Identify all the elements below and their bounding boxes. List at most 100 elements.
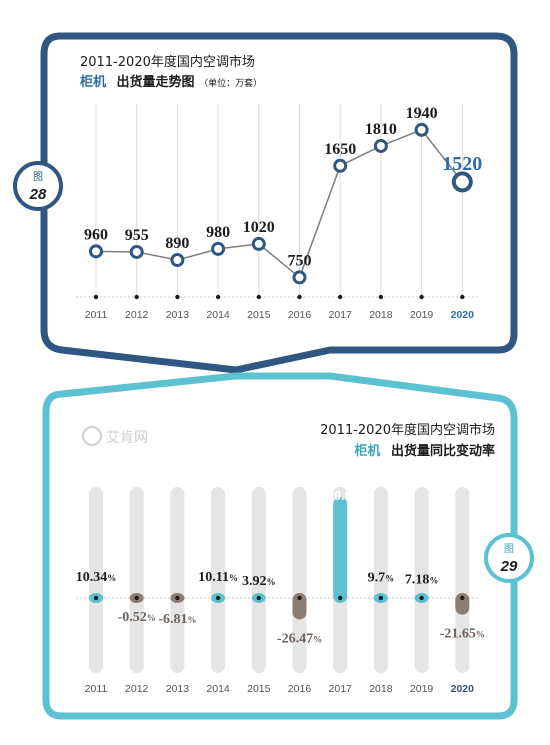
- line-chart-x-tick-label: 2012: [125, 309, 149, 321]
- yoy-x-tick-label: 2013: [166, 683, 190, 695]
- yoy-value-label: 7.18%: [405, 573, 439, 588]
- shipment-point-marker: [89, 244, 103, 259]
- shipment-point-marker: [292, 270, 307, 285]
- yoy-bar-track: [414, 487, 429, 673]
- shipment-point-marker: [129, 244, 144, 259]
- shipment-value-label: 1520: [442, 153, 482, 175]
- bottom-title-line1: 2011-2020年度国内空调市场: [320, 422, 495, 438]
- line-chart-x-tick-label: 2019: [410, 309, 434, 321]
- yoy-bar-track: [292, 487, 307, 673]
- badge-28-label: 图: [33, 171, 43, 183]
- line-chart-tick-dot: [256, 294, 261, 300]
- shipment-value-label: 955: [125, 227, 149, 244]
- yoy-bar-track: [170, 487, 185, 673]
- shipment-point-marker: [333, 158, 348, 173]
- yoy-value-number: -21.65: [440, 627, 476, 642]
- yoy-value-unit: %: [147, 613, 156, 623]
- watermark-text: 艾肯网: [106, 430, 148, 446]
- line-chart-tick-dot: [297, 294, 302, 300]
- yoy-value-label: -26.47%: [277, 631, 322, 646]
- yoy-x-tick-label: 2020: [451, 683, 475, 695]
- yoy-bar-track: [89, 487, 103, 673]
- line-chart-tick-dot: [134, 294, 139, 300]
- yoy-zero-dot: [215, 595, 221, 601]
- yoy-zero-dot: [93, 595, 99, 601]
- shipment-point-marker: [170, 253, 185, 268]
- shipment-value-label: 890: [165, 235, 189, 252]
- watermark: 艾肯网: [82, 426, 148, 446]
- badge-29-label: 图: [504, 543, 514, 555]
- figure-28-badge: 图 28: [13, 161, 63, 211]
- yoy-value-number: -26.47: [277, 631, 313, 646]
- line-chart-tick-dot: [175, 294, 180, 300]
- shipment-value-label: 1810: [365, 121, 397, 138]
- shipment-value-label: 960: [84, 226, 108, 243]
- line-chart-tick-dot: [338, 294, 343, 300]
- line-chart-x-tick-label: 2013: [166, 309, 190, 321]
- watermark-logo-icon: [82, 426, 102, 446]
- shipment-point-marker: [373, 138, 388, 153]
- shipment-value-label: 980: [206, 224, 230, 241]
- yoy-zero-dot: [378, 595, 384, 601]
- line-chart-x-tick-label: 2017: [329, 309, 353, 321]
- yoy-x-tick-label: 2018: [369, 683, 393, 695]
- yoy-value-number: 9.7: [368, 570, 386, 585]
- badge-28-number: 28: [29, 186, 47, 203]
- yoy-value-unit: %: [187, 615, 196, 625]
- bottom-title-line2: 柜机 出货量同比变动率: [353, 443, 495, 459]
- bottom-title-product: 柜机: [353, 443, 380, 459]
- figure-29-badge: 图 29: [484, 533, 534, 583]
- yoy-value-number: 7.18: [405, 573, 430, 588]
- shipment-point-marker: [451, 171, 473, 193]
- yoy-value-label: 120.0%: [320, 489, 361, 504]
- line-chart-x-tick-label: 2015: [247, 309, 271, 321]
- yoy-x-tick-label: 2014: [206, 683, 230, 695]
- yoy-value-number: 120.0: [320, 489, 352, 504]
- shipment-value-label: 750: [288, 252, 312, 269]
- yoy-value-unit: %: [351, 492, 360, 502]
- line-chart-tick-dot: [419, 294, 424, 300]
- yoy-zero-dot: [460, 595, 465, 601]
- yoy-value-unit: %: [107, 573, 116, 583]
- yoy-value-unit: %: [267, 577, 276, 587]
- yoy-value-label: 9.7%: [368, 570, 395, 585]
- yoy-x-tick-label: 2016: [288, 683, 312, 695]
- top-title-unit: （单位：万套）: [199, 77, 262, 89]
- line-chart-x-tick-label: 2018: [369, 309, 393, 321]
- yoy-value-label: -0.52%: [118, 610, 156, 625]
- shipment-series-line: [95, 128, 463, 279]
- badge-29-number: 29: [500, 558, 518, 575]
- yoy-value-number: 3.92: [242, 574, 267, 589]
- yoy-x-tick-label: 2011: [85, 683, 108, 695]
- yoy-bar-track: [455, 487, 470, 673]
- line-chart-tick-dot: [378, 294, 384, 300]
- line-chart-x-tick-label: 2016: [288, 309, 312, 321]
- yoy-value-number: -0.52: [118, 610, 147, 625]
- yoy-value-number: -6.81: [158, 612, 187, 627]
- shipment-value-label: 1650: [324, 141, 356, 158]
- line-chart-x-tick-label: 2020: [451, 309, 475, 321]
- yoy-value-label: 10.34%: [76, 570, 117, 585]
- top-title-line1: 2011-2020年度国内空调市场: [80, 54, 255, 70]
- top-title-main: 出货量走势图: [117, 74, 195, 90]
- yoy-value-number: 10.34: [76, 570, 108, 585]
- yoy-value-label: 3.92%: [242, 574, 276, 589]
- yoy-x-tick-label: 2017: [329, 683, 353, 695]
- yoy-bar: [292, 593, 307, 620]
- yoy-zero-dot: [256, 595, 261, 601]
- yoy-zero-dot: [134, 595, 139, 601]
- line-chart-x-tick-label: 2014: [206, 309, 230, 321]
- shipment-value-label: 1020: [243, 219, 275, 236]
- yoy-bar-track: [251, 487, 266, 673]
- yoy-value-label: 10.11%: [198, 570, 238, 585]
- yoy-zero-dot: [338, 595, 343, 601]
- yoy-value-unit: %: [229, 573, 238, 583]
- yoy-zero-dot: [175, 595, 180, 601]
- shipment-point-marker: [211, 241, 226, 256]
- yoy-bar: [455, 593, 470, 615]
- yoy-value-unit: %: [476, 630, 485, 640]
- yoy-bar: [333, 497, 348, 603]
- line-chart-tick-dot: [460, 294, 465, 300]
- yoy-bar-track: [373, 487, 388, 673]
- bottom-title-main: 出货量同比变动率: [391, 443, 495, 459]
